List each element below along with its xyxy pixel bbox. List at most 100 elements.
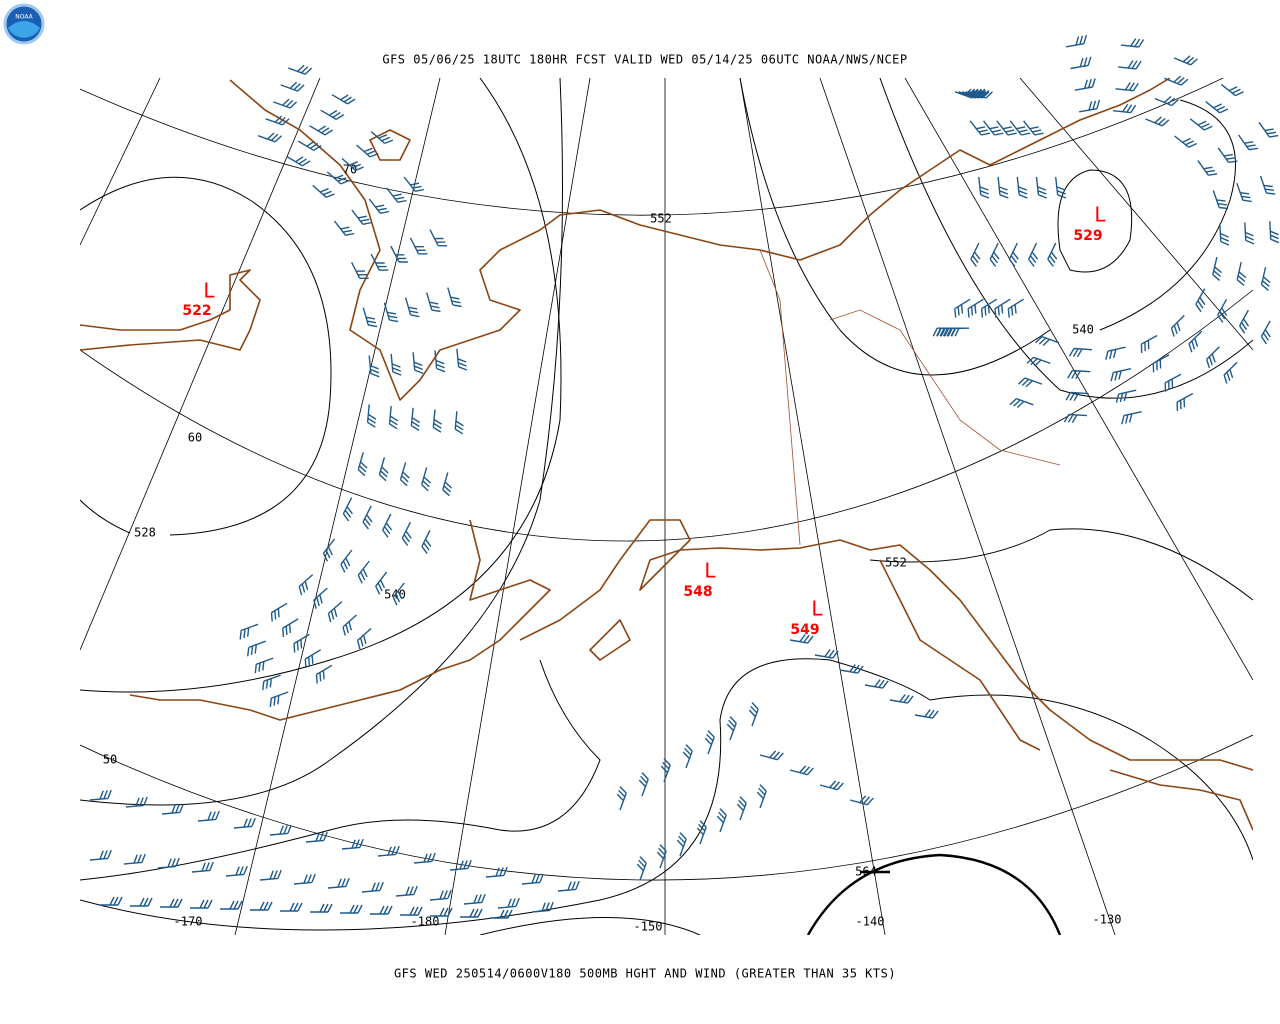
latitude-line [80, 289, 1253, 542]
height-contour [80, 78, 563, 806]
wind-barb [531, 901, 554, 913]
wind-barb [1115, 389, 1137, 403]
wind-barb [1260, 320, 1271, 345]
wind-barb [969, 120, 991, 136]
wind-barb [309, 125, 333, 136]
wind-barb [1047, 242, 1058, 267]
wind-barb [961, 88, 987, 99]
wind-barb [191, 861, 214, 873]
wind-barb [434, 350, 446, 373]
wind-barb [272, 98, 298, 109]
low-value: 549 [790, 622, 819, 638]
wind-barb [989, 242, 1000, 267]
wind-barb [1065, 391, 1089, 402]
wind-barb [497, 897, 520, 909]
wind-barb [280, 902, 303, 912]
wind-barb [521, 873, 544, 885]
wind-barb [756, 784, 767, 809]
wind-barb [1260, 266, 1271, 291]
wind-barb [449, 859, 472, 871]
wind-barb [356, 144, 379, 158]
wind-barb [616, 786, 627, 811]
wind-barb [965, 88, 990, 99]
wind-barb [1212, 257, 1222, 281]
wind-barb [1145, 116, 1170, 127]
wind-barb [293, 633, 310, 653]
wind-barb [696, 820, 707, 845]
wind-barb [736, 796, 747, 821]
wind-barbs [89, 34, 1280, 919]
wind-barb [403, 176, 425, 192]
wind-barb [262, 674, 281, 691]
wind-barb [1174, 135, 1198, 148]
wind-barb [485, 866, 508, 878]
low-value: 529 [1073, 228, 1102, 244]
wind-barb [1269, 221, 1280, 244]
wind-barb [269, 691, 289, 708]
wind-barb [382, 513, 393, 538]
meridian [80, 78, 161, 246]
wind-barb [429, 229, 448, 247]
height-contour [479, 917, 701, 935]
wind-barb [954, 298, 971, 318]
wind-barb [366, 404, 377, 428]
wind-barb [1115, 82, 1139, 92]
wind-barb [341, 838, 364, 850]
wind-barb [220, 900, 243, 910]
wind-barb [239, 623, 259, 640]
wind-barb [1238, 309, 1250, 334]
wind-barb [247, 640, 266, 657]
wind-barb [1009, 120, 1031, 136]
wind-barb [968, 88, 993, 99]
wind-barb [362, 505, 373, 530]
wind-barb [726, 716, 737, 741]
wind-barb [392, 582, 405, 606]
wind-barb [1219, 223, 1230, 246]
longitude-label: -130 [1093, 913, 1122, 927]
wind-barb [1259, 175, 1276, 195]
wind-barb [759, 750, 784, 761]
wind-barb [978, 176, 990, 199]
wind-barb [305, 831, 328, 843]
wind-barb [375, 571, 388, 595]
wind-barb [370, 905, 393, 915]
wind-barb [889, 694, 914, 704]
meridian [1019, 78, 1253, 351]
wind-barb [1236, 182, 1252, 203]
coastline [80, 269, 261, 351]
wind-barb [1244, 222, 1255, 245]
coastline [519, 519, 1253, 771]
wind-barb [864, 679, 889, 689]
low-value: 548 [683, 584, 712, 600]
wind-barb [1079, 99, 1101, 113]
wind-barb [388, 406, 399, 430]
wind-barb [982, 120, 1004, 136]
wind-barb [257, 132, 283, 143]
latitude-line [80, 78, 1225, 216]
wind-barb [421, 529, 432, 555]
wind-barb [298, 574, 314, 596]
wind-barb [421, 467, 431, 492]
wind-barb [426, 292, 441, 313]
wind-barb [1197, 160, 1218, 176]
low-value: 522 [182, 303, 211, 319]
wind-barb [160, 898, 183, 908]
wind-barb [404, 297, 420, 318]
wind-barb [312, 184, 335, 198]
wind-barb [1105, 346, 1126, 360]
wind-barb [1189, 118, 1213, 131]
wind-barb [409, 237, 428, 255]
wind-barb [400, 906, 423, 916]
wind-barb [350, 261, 369, 279]
longitude-label: -170 [174, 915, 203, 929]
wind-barb [638, 772, 649, 797]
low-symbol: L [203, 279, 215, 303]
wind-barb [377, 845, 400, 857]
meridian [444, 78, 591, 935]
meridian [739, 78, 886, 935]
wind-barb [161, 803, 184, 815]
wind-barb [1067, 369, 1091, 380]
wind-barb [456, 348, 468, 371]
wind-barb [849, 795, 874, 806]
